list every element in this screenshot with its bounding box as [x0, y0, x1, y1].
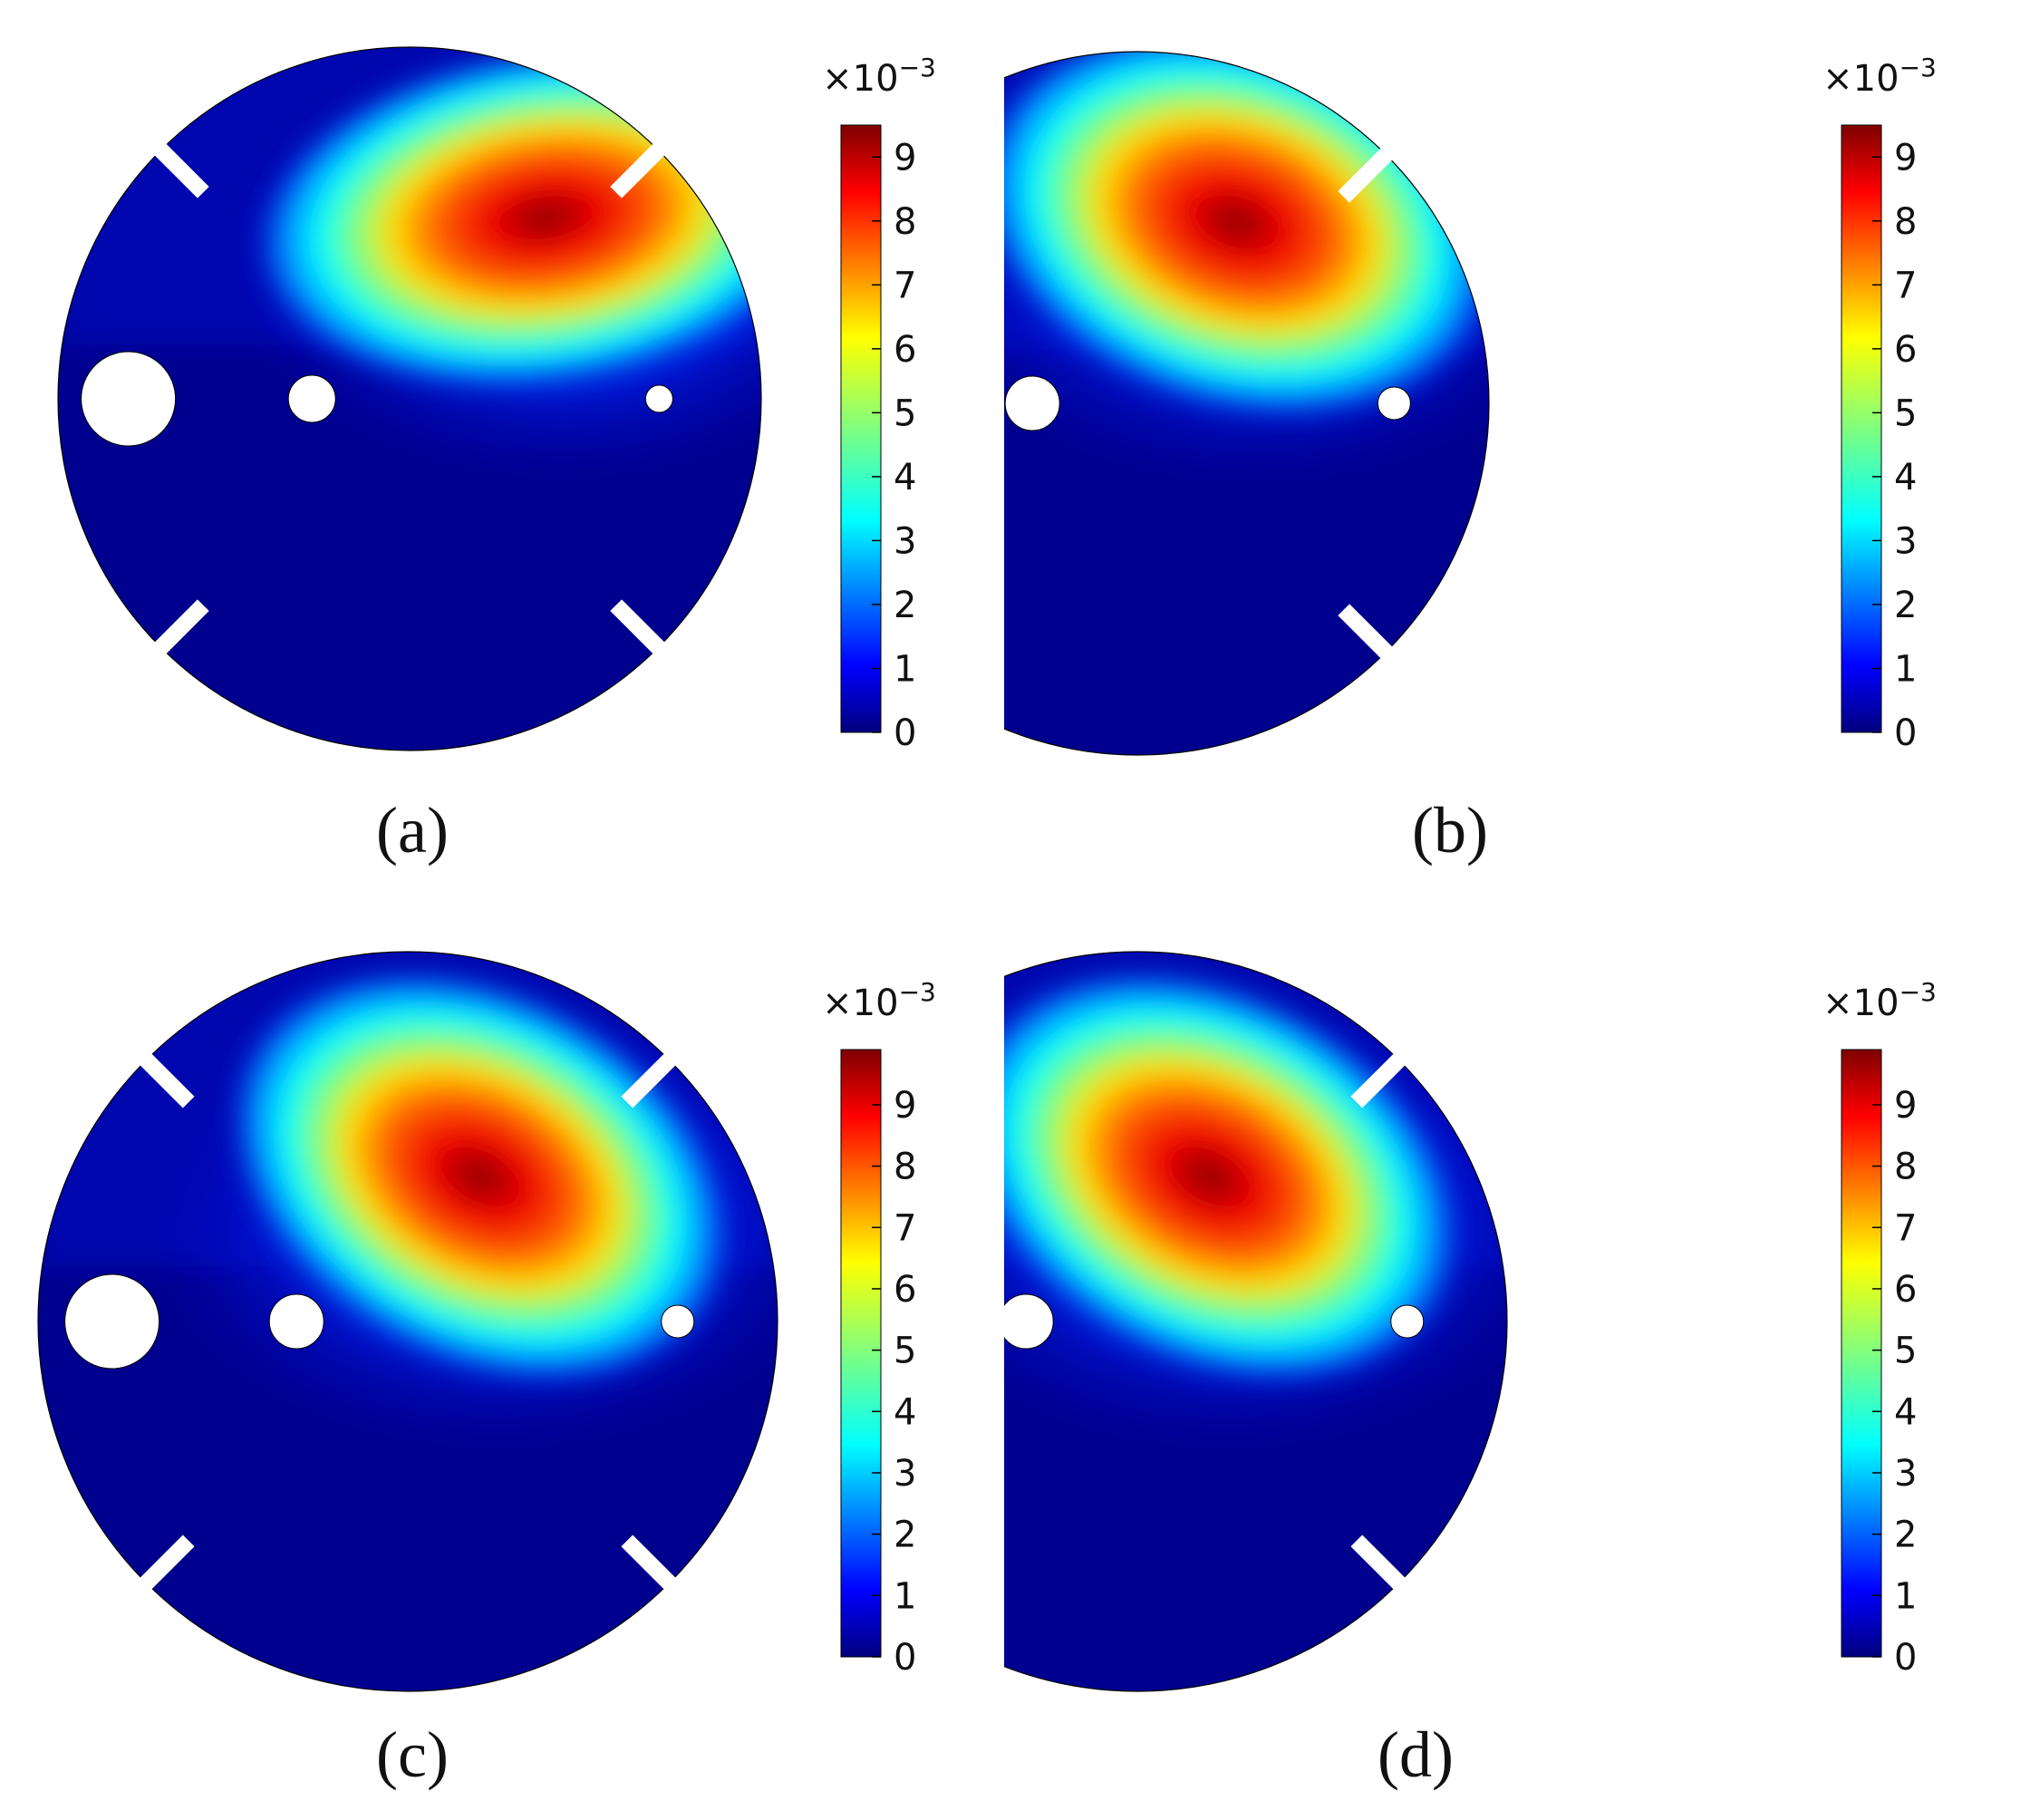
colorbar-tick-label: 7 [1894, 1207, 1917, 1249]
slot-lower-right [621, 1534, 680, 1593]
colorbar-tick-label: 6 [1894, 1269, 1917, 1311]
colorbar-tick-label: 0 [1894, 712, 1917, 754]
slot-lower-right [1338, 604, 1396, 662]
colorbar-tick-label: 4 [1894, 457, 1917, 499]
slot-upper-right [1350, 1050, 1409, 1108]
colorbar-tick-label: 6 [894, 329, 916, 371]
colorbar-tick-label: 2 [1894, 1515, 1917, 1556]
colorbar-tick-label: 5 [1894, 392, 1917, 434]
colorbar-tick-label: 2 [894, 585, 916, 626]
colorbar-tick-label: 9 [894, 137, 916, 179]
hole-medium [287, 374, 336, 423]
slot-lower-left [151, 599, 209, 657]
colorbar [840, 124, 882, 733]
colorbar-tick-label: 1 [894, 648, 916, 690]
colorbar-tick-label: 6 [1894, 329, 1917, 371]
colorbar-tick-label: 5 [894, 392, 916, 434]
panel-caption: (c) [376, 1718, 449, 1791]
disk-outline [37, 951, 778, 1692]
slot-lower-right [610, 599, 668, 657]
colorbar-tick-label: 1 [1894, 648, 1917, 690]
panel-2: 0 1 2 3 4 5 6 7 8 9 ×10−3 [1004, 51, 1937, 756]
disk-outline [57, 46, 762, 751]
hole-small [661, 1304, 695, 1339]
colorbar-tick-label: 1 [1894, 1575, 1917, 1617]
colorbar-tick-label: 7 [894, 1207, 916, 1249]
colorbar-tick-label: 4 [1894, 1391, 1917, 1433]
field-hotspot [1004, 965, 1466, 1388]
slot-upper-right [1338, 145, 1396, 203]
colorbar-tick-label: 0 [894, 1637, 916, 1679]
colorbar [840, 1049, 882, 1658]
colorbar-multiplier: ×10−3 [1822, 53, 1937, 100]
colorbar-tick-label: 8 [1894, 201, 1917, 243]
colorbar-tick-label: 8 [894, 201, 916, 243]
colorbar-tick-label: 0 [1894, 1637, 1917, 1679]
slot-upper-right [610, 140, 668, 198]
slot-upper-left [151, 140, 209, 198]
colorbar-multiplier: ×10−3 [822, 53, 936, 100]
colorbar-tick-label: 2 [894, 1515, 916, 1556]
colorbar-multiplier: ×10−3 [1822, 977, 1937, 1024]
panel-1: 0 1 2 3 4 5 6 7 8 9 ×10−3 [57, 46, 936, 754]
hole-large [64, 1273, 160, 1370]
colorbar-tick-label: 0 [894, 712, 916, 754]
colorbar-tick-label: 9 [1894, 137, 1917, 179]
colorbar-tick-label: 7 [1894, 265, 1917, 306]
field-hotspot [224, 965, 737, 1388]
disk-heatmap [58, 47, 761, 750]
colorbar [1841, 124, 1882, 733]
colorbar-tick-label: 4 [894, 1391, 916, 1433]
slot-upper-right [621, 1050, 680, 1108]
colorbar-tick-label: 8 [1894, 1147, 1917, 1188]
colorbar-tick-label: 8 [894, 1147, 916, 1188]
colorbar-multiplier: ×10−3 [822, 977, 936, 1024]
hole-medium [1004, 1293, 1054, 1350]
disk-outline [1004, 951, 1508, 1692]
colorbar-tick-label: 1 [894, 1575, 916, 1617]
disk-outline [1004, 51, 1490, 756]
colorbar-tick-label: 3 [1894, 1453, 1917, 1495]
colorbar-tick-label: 6 [894, 1269, 916, 1311]
hole-large [81, 351, 177, 447]
colorbar-tick-label: 5 [1894, 1331, 1917, 1372]
colorbar [1841, 1049, 1882, 1658]
colorbar-tick-label: 7 [894, 265, 916, 306]
colorbar-tick-label: 3 [894, 520, 916, 562]
hole-small [1377, 386, 1411, 421]
slot-upper-left [136, 1050, 195, 1108]
hole-medium [268, 1293, 324, 1350]
colorbar-tick-label: 3 [1894, 520, 1917, 562]
panel-caption: (d) [1378, 1718, 1454, 1791]
slot-lower-left [136, 1534, 195, 1593]
colorbar-tick-label: 5 [894, 1331, 916, 1372]
panel-caption: (a) [376, 794, 449, 866]
colorbar-tick-label: 4 [894, 457, 916, 499]
colorbar-tick-label: 9 [894, 1085, 916, 1127]
colorbar-tick-label: 3 [894, 1453, 916, 1495]
hole-medium [1004, 375, 1060, 431]
disk-heatmap [1004, 52, 1489, 755]
slot-lower-right [1350, 1534, 1409, 1593]
hole-small [1390, 1304, 1425, 1339]
disk-heatmap [1004, 952, 1507, 1691]
colorbar-tick-label: 9 [1894, 1085, 1917, 1127]
hole-small [644, 384, 673, 413]
panel-caption: (b) [1412, 794, 1488, 866]
panel-4: 0 1 2 3 4 5 6 7 8 9 ×10−3 [1004, 951, 1937, 1692]
colorbar-tick-label: 2 [1894, 585, 1917, 626]
panel-3: 0 1 2 3 4 5 6 7 8 9 ×10−3 [37, 951, 936, 1692]
